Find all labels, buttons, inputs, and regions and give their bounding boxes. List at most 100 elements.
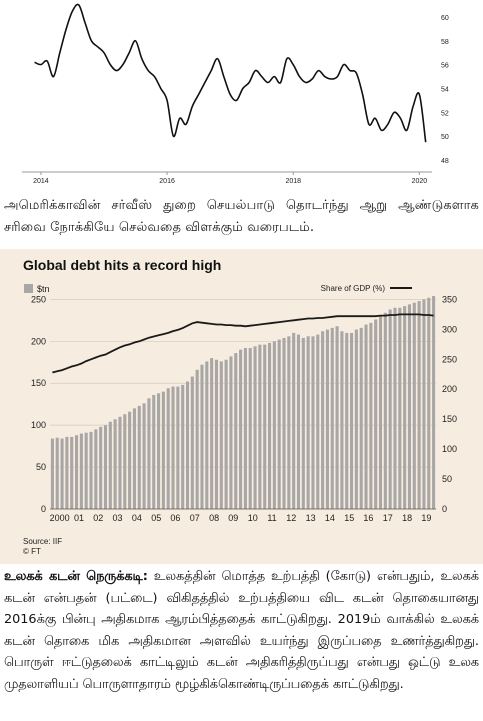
x-tick-label: 2014 bbox=[33, 178, 49, 185]
caption-2-lead: உலகக் கடன் நெருக்கடி: bbox=[4, 569, 148, 584]
debt-bar bbox=[79, 433, 83, 509]
debt-bar bbox=[123, 414, 127, 509]
source-note: Source: IIF bbox=[23, 537, 62, 546]
debt-bar bbox=[345, 332, 349, 509]
debt-bar bbox=[335, 326, 339, 509]
debt-bar bbox=[224, 359, 228, 509]
debt-bar bbox=[432, 296, 436, 509]
x-tick-label: 13 bbox=[306, 513, 316, 523]
debt-bar bbox=[403, 306, 407, 509]
x-tick-label: 2000 bbox=[50, 513, 70, 523]
debt-bar bbox=[364, 324, 368, 509]
debt-bar bbox=[219, 361, 223, 509]
debt-bar bbox=[272, 341, 276, 509]
caption-1: அமெரிக்காவின் சர்வீஸ் துறை செயல்பாடு தொட… bbox=[4, 198, 479, 235]
debt-bar bbox=[185, 381, 190, 509]
y-tick-label: 56 bbox=[441, 63, 449, 70]
x-tick-label: 18 bbox=[402, 513, 412, 523]
debt-bar bbox=[330, 327, 334, 509]
right-axis-tick-label: 100 bbox=[442, 444, 457, 454]
right-axis-tick-label: 200 bbox=[442, 384, 457, 394]
debt-bar bbox=[50, 438, 54, 509]
x-tick-label: 14 bbox=[325, 513, 335, 523]
debt-bar bbox=[321, 331, 325, 509]
debt-bar bbox=[325, 329, 329, 509]
debt-bar bbox=[147, 398, 151, 509]
debt-bar bbox=[108, 421, 112, 509]
right-axis-tick-label: 50 bbox=[442, 474, 452, 484]
debt-bar bbox=[132, 408, 136, 509]
x-tick-label: 08 bbox=[209, 513, 219, 523]
debt-bar bbox=[248, 348, 252, 509]
x-tick-label: 2018 bbox=[285, 178, 301, 185]
debt-bar bbox=[243, 348, 247, 509]
left-axis-tick-label: 0 bbox=[41, 504, 46, 514]
debt-bar bbox=[161, 391, 165, 509]
debt-bar bbox=[176, 386, 180, 509]
y-tick-label: 60 bbox=[441, 15, 449, 22]
x-tick-label: 2020 bbox=[412, 178, 428, 185]
right-axis-tick-label: 300 bbox=[442, 324, 457, 334]
left-axis-tick-label: 100 bbox=[31, 420, 46, 430]
y-tick-label: 54 bbox=[441, 87, 449, 94]
y-tick-label: 48 bbox=[441, 158, 449, 165]
legend-line-label: Share of GDP (%) bbox=[321, 284, 386, 293]
debt-bar bbox=[195, 369, 199, 509]
left-axis-tick-label: 250 bbox=[31, 294, 46, 304]
debt-bar bbox=[234, 353, 238, 509]
debt-bar bbox=[103, 425, 108, 509]
left-axis-tick-label: 150 bbox=[31, 378, 46, 388]
debt-bar bbox=[65, 436, 69, 509]
debt-bar bbox=[422, 299, 426, 509]
debt-bar bbox=[263, 344, 267, 509]
debt-bar bbox=[282, 337, 286, 509]
x-tick-label: 06 bbox=[170, 513, 180, 523]
debt-bar bbox=[229, 356, 233, 509]
share-of-gdp-line bbox=[52, 313, 434, 374]
x-tick-label: 19 bbox=[421, 513, 431, 523]
debt-bar bbox=[89, 431, 93, 509]
debt-bar bbox=[94, 429, 98, 509]
debt-bar bbox=[267, 342, 272, 509]
x-tick-label: 2016 bbox=[159, 178, 175, 185]
ft-credit: © FT bbox=[23, 547, 41, 556]
debt-bar bbox=[393, 307, 397, 509]
global-debt-chart-panel: 0 50 100 150 200 250 0 50 100 150 200 250 300 350 2000… bbox=[0, 249, 483, 564]
x-tick-label: 10 bbox=[248, 513, 258, 523]
x-tick-label: 11 bbox=[267, 513, 276, 523]
debt-bar bbox=[350, 332, 354, 509]
right-axis-tick-label: 150 bbox=[442, 414, 457, 424]
debt-bar bbox=[118, 416, 122, 509]
debt-bar bbox=[359, 327, 363, 509]
debt-bar bbox=[142, 403, 146, 509]
debt-bar bbox=[354, 329, 358, 509]
x-tick-label: 15 bbox=[344, 513, 354, 523]
x-tick-label: 07 bbox=[190, 513, 200, 523]
debt-bar bbox=[258, 344, 262, 509]
x-tick-label: 12 bbox=[286, 513, 296, 523]
x-tick-label: 16 bbox=[363, 513, 373, 523]
right-axis-tick-label: 250 bbox=[442, 354, 457, 364]
debt-bar bbox=[181, 384, 185, 509]
debt-bar bbox=[157, 393, 161, 509]
services-pmi-line-chart: 48 50 52 54 56 58 60 2014 2016 2018 2020 bbox=[22, 3, 449, 185]
x-tick-label: 01 bbox=[74, 513, 84, 523]
x-tick-label: 04 bbox=[132, 513, 142, 523]
debt-bar bbox=[84, 432, 88, 509]
debt-bar bbox=[190, 376, 194, 509]
x-tick-label: 03 bbox=[112, 513, 122, 523]
debt-bar bbox=[200, 364, 204, 509]
debt-bar bbox=[378, 316, 383, 509]
debt-bar bbox=[340, 331, 344, 509]
debt-bar bbox=[55, 437, 59, 509]
debt-bar bbox=[383, 312, 387, 509]
x-tick-label: 17 bbox=[383, 513, 393, 523]
debt-bar bbox=[205, 361, 209, 509]
debt-bar bbox=[311, 336, 315, 509]
debt-bar bbox=[287, 336, 291, 509]
debt-bar bbox=[427, 297, 431, 509]
right-axis-tick-label: 350 bbox=[442, 294, 457, 304]
debt-bar bbox=[128, 411, 132, 509]
debt-bar bbox=[171, 386, 175, 509]
caption-2: உலகக் கடன் நெருக்கடி: உலகத்தின் மொத்த உற… bbox=[4, 566, 479, 695]
